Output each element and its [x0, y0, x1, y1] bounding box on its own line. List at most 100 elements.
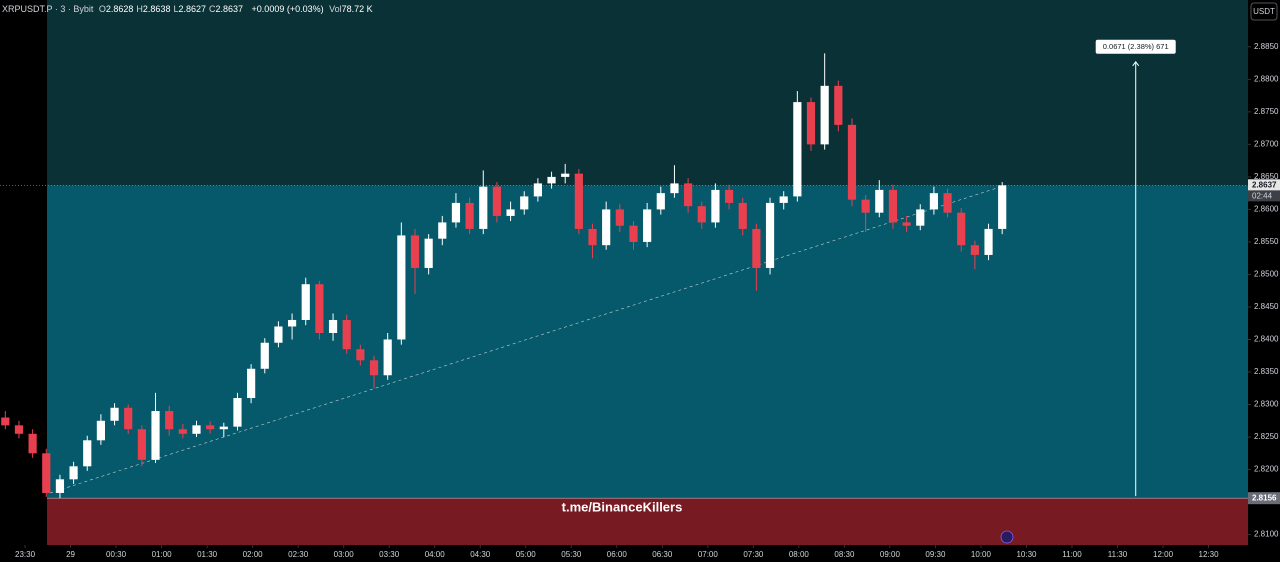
x-tick-label: 00:30 — [106, 550, 127, 559]
y-tick-label: 2.8250 — [1254, 432, 1279, 441]
ohlc-label: L — [173, 4, 179, 14]
candle-body — [629, 225, 638, 242]
x-tick-label: 02:00 — [243, 550, 264, 559]
y-tick-label: 2.8450 — [1254, 302, 1279, 311]
x-tick-label: 07:30 — [743, 550, 764, 559]
candle-body — [165, 411, 174, 430]
x-tick-label: 06:30 — [652, 550, 673, 559]
candle-body — [83, 440, 92, 467]
measure-label: 0.0671 (2.38%) 671 — [1103, 42, 1169, 51]
volume: 78.72 K — [341, 4, 373, 14]
last-price-tag — [1248, 179, 1280, 191]
candle-body — [643, 209, 652, 242]
x-tick-label: 02:30 — [288, 550, 309, 559]
x-tick-label: 03:00 — [334, 550, 355, 559]
last-price-label: 2.8637 — [1252, 180, 1277, 189]
symbol: XRPUSDT.P · 3 · Bybit — [2, 4, 94, 14]
x-tick-label: 09:00 — [880, 550, 901, 559]
candle-body — [957, 212, 966, 246]
candle-body — [410, 235, 420, 268]
candle-body — [656, 193, 665, 210]
y-tick-label: 2.8550 — [1254, 237, 1279, 246]
candle-body — [219, 426, 228, 430]
candle-body — [684, 183, 693, 207]
candle-body — [1, 417, 10, 426]
ohlc-label: C — [209, 4, 216, 14]
candle-body — [479, 186, 488, 229]
candle-body — [916, 209, 925, 226]
candle-body — [929, 193, 939, 210]
candle-body — [888, 189, 898, 223]
ohlc-value: 2.8628 — [105, 4, 134, 14]
candle-body — [533, 183, 542, 197]
candle-body — [151, 411, 160, 460]
x-tick-label: 29 — [66, 550, 75, 559]
candle-body — [984, 228, 993, 255]
candle-body — [315, 284, 324, 333]
x-tick-label: 23:30 — [15, 550, 36, 559]
y-tick-label: 2.8750 — [1254, 107, 1279, 116]
x-tick-label: 11:30 — [1108, 550, 1128, 559]
candle-body — [670, 183, 679, 194]
x-tick-label: 05:30 — [561, 550, 582, 559]
candle-body — [724, 189, 734, 203]
candle-body — [42, 453, 51, 493]
candle-body — [424, 238, 433, 268]
y-tick-label: 2.8650 — [1254, 172, 1279, 181]
x-tick-label: 10:30 — [1016, 550, 1037, 559]
y-tick-label: 2.8300 — [1254, 400, 1279, 409]
countdown: 02:44 — [1252, 191, 1273, 200]
candle-body — [247, 368, 256, 399]
entry-price-tag — [1248, 492, 1280, 505]
candle-body — [397, 235, 406, 340]
candle-body — [492, 186, 502, 216]
candle-body — [574, 173, 583, 229]
stop-zone — [47, 498, 1248, 545]
ohlc-value: 2.8638 — [142, 4, 171, 14]
x-tick-label: 01:30 — [197, 550, 218, 559]
candle-body — [369, 360, 379, 376]
x-tick-label: 11:00 — [1062, 550, 1082, 559]
candle-body — [806, 102, 816, 145]
volume-label: Vol — [329, 4, 342, 14]
y-tick-label: 2.8200 — [1254, 465, 1279, 474]
ohlc: O2.8628 H2.8638 L2.8627 C2.8637 — [99, 4, 246, 14]
candle-body — [847, 124, 857, 200]
currency: USDT — [1253, 7, 1275, 16]
price-axis — [1248, 0, 1280, 562]
entry-price-label: 2.8156 — [1252, 493, 1277, 502]
candle-body — [192, 425, 201, 434]
measure-label-box — [1095, 39, 1176, 54]
candle-body — [356, 349, 365, 361]
x-tick-label: 12:30 — [1199, 550, 1220, 559]
candle-body — [588, 228, 597, 246]
candle-body — [765, 202, 775, 268]
candle-body — [301, 284, 310, 320]
ohlc-label: O — [98, 4, 106, 14]
x-tick-label: 04:00 — [425, 550, 446, 559]
x-tick-label: 10:00 — [971, 550, 992, 559]
candle-body — [738, 202, 747, 229]
x-tick-label: 09:30 — [925, 550, 946, 559]
candle-body — [520, 196, 529, 210]
alert-icon — [1000, 530, 1014, 544]
y-tick-label: 2.8500 — [1254, 270, 1279, 279]
candle-body — [902, 222, 911, 226]
change: +0.0009 (+0.03%) — [251, 4, 324, 14]
candle-body — [615, 209, 624, 226]
candle-body — [342, 319, 351, 350]
x-tick-label: 08:00 — [789, 550, 810, 559]
candle-body — [861, 199, 870, 213]
candle-body — [328, 319, 338, 333]
candle-body — [465, 202, 474, 229]
candle-body — [547, 176, 556, 184]
candle-body — [206, 425, 215, 430]
x-tick-label: 07:00 — [698, 550, 719, 559]
candle-body — [28, 433, 37, 454]
x-tick-label: 12:00 — [1153, 550, 1174, 559]
x-tick-label: 04:30 — [470, 550, 491, 559]
candle-body — [697, 206, 706, 223]
y-tick-label: 2.8800 — [1254, 74, 1279, 83]
